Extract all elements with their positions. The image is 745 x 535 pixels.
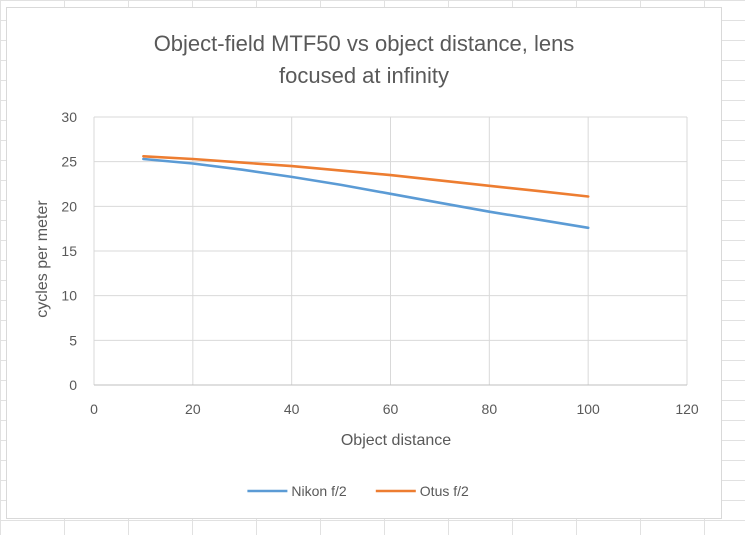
y-tick-label: 5 [69,332,77,348]
y-tick-label: 10 [61,288,77,304]
chart-area[interactable]: Object-field MTF50 vs object distance, l… [6,7,722,519]
y-tick-label: 0 [69,377,77,393]
legend[interactable]: Nikon f/2 Otus f/2 [247,483,469,499]
y-tick-label: 15 [61,243,77,259]
legend-label: Nikon f/2 [291,483,346,499]
chart-title-line-2: focused at infinity [279,63,449,88]
y-axis-title: cycles per meter [34,200,51,318]
x-tick-label: 80 [482,401,498,417]
series-line-nikon-f-2 [142,157,590,230]
chart-title: Object-field MTF50 vs object distance, l… [154,31,575,88]
series-line-otus-f-2 [142,155,590,198]
legend-item-nikon-f-2[interactable]: Nikon f/2 [247,483,347,499]
y-tick-label: 25 [61,154,77,170]
x-axis-title: Object distance [341,432,451,449]
line-chart: Object-field MTF50 vs object distance, l… [34,31,699,499]
x-tick-label: 100 [576,401,600,417]
legend-label: Otus f/2 [420,483,469,499]
y-tick-label: 20 [61,198,77,214]
x-tick-label: 120 [675,401,699,417]
x-tick-label: 60 [383,401,399,417]
x-tick-label: 40 [284,401,300,417]
plot-area: 0 5 10 15 20 25 30 0 20 40 60 80 100 120 [61,109,698,417]
chart-title-line-1: Object-field MTF50 vs object distance, l… [154,31,575,56]
y-tick-label: 30 [61,109,77,125]
x-tick-label: 0 [90,401,98,417]
legend-item-otus-f-2[interactable]: Otus f/2 [375,483,469,499]
x-tick-label: 20 [185,401,201,417]
